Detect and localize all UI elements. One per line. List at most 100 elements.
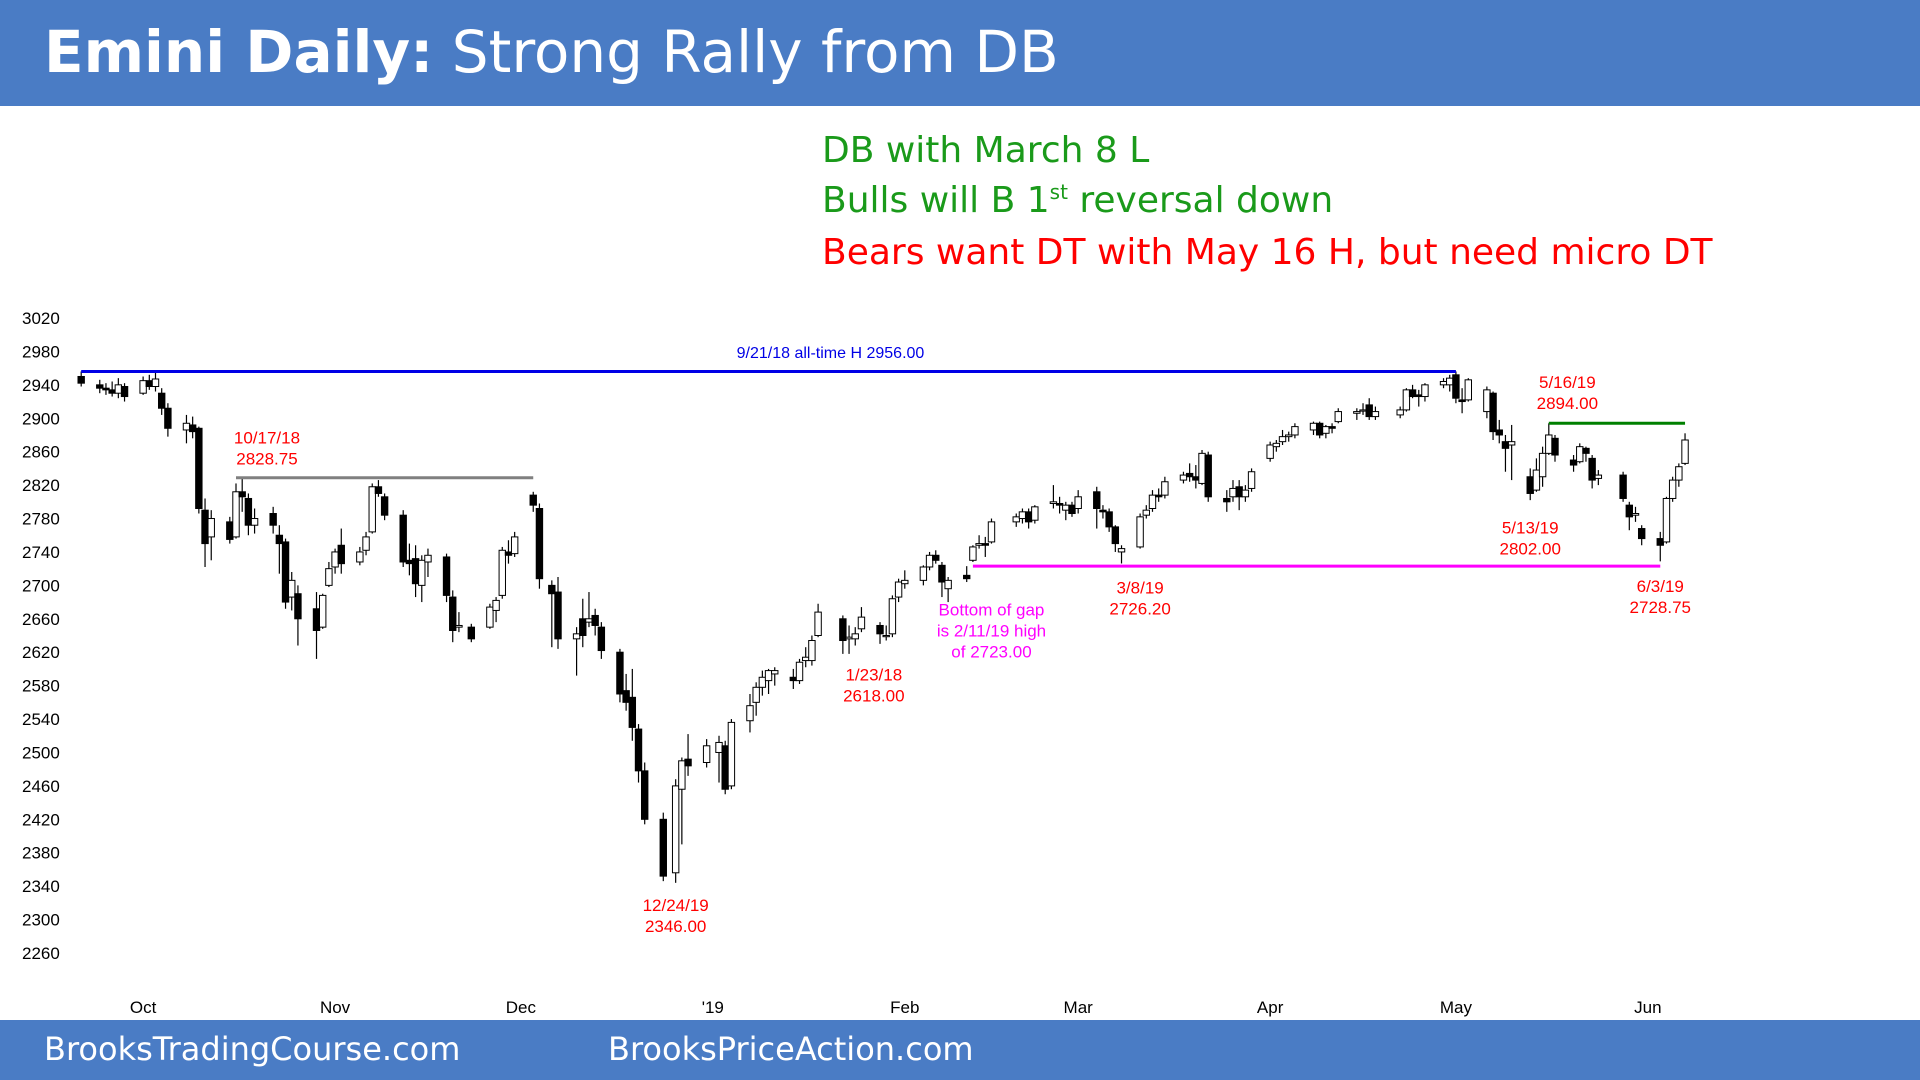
candle-body-bear bbox=[1582, 447, 1590, 454]
candle-body-bear bbox=[1501, 441, 1510, 449]
annotation-label: 5/16/19 bbox=[1539, 373, 1596, 392]
candle-body-bear bbox=[597, 626, 606, 652]
x-tick-label: Apr bbox=[1257, 998, 1284, 1017]
candle-body-bull bbox=[894, 581, 903, 598]
candle-body-bull bbox=[888, 598, 897, 635]
candle-body-bear bbox=[244, 497, 253, 526]
candle bbox=[987, 518, 996, 544]
annotation-label: 10/17/18 bbox=[234, 428, 300, 447]
candle-body-bull bbox=[356, 551, 364, 563]
candle-body-bear bbox=[96, 384, 104, 389]
candle bbox=[925, 551, 934, 571]
candle bbox=[727, 719, 736, 790]
candle bbox=[1446, 374, 1454, 392]
candle-body-bull bbox=[1272, 442, 1281, 448]
candle-body-bear bbox=[548, 584, 556, 595]
candle-body-bear bbox=[312, 608, 321, 631]
candle-body-bear bbox=[238, 491, 246, 498]
candle bbox=[795, 658, 804, 684]
annotation-label: 2728.75 bbox=[1630, 598, 1691, 617]
candle bbox=[1439, 378, 1448, 389]
candle-body-bull bbox=[1668, 479, 1677, 499]
candle-body-bear bbox=[195, 427, 203, 509]
candle-body-bear bbox=[591, 614, 599, 626]
footer-left-site: BrooksTradingCourse.com bbox=[44, 1030, 461, 1068]
candle-body-bear bbox=[1204, 454, 1212, 498]
candle bbox=[405, 543, 414, 576]
candle bbox=[1272, 439, 1281, 452]
candle bbox=[616, 648, 624, 703]
candle bbox=[1012, 513, 1020, 527]
candle-body-bear bbox=[579, 618, 587, 636]
candle-body-bull bbox=[1266, 444, 1274, 459]
candle-body-bear bbox=[275, 534, 284, 545]
title-bold: Emini Daily: bbox=[44, 18, 434, 86]
y-tick-label: 2660 bbox=[22, 610, 60, 629]
y-tick-label: 2860 bbox=[22, 443, 60, 462]
candle bbox=[1309, 421, 1318, 435]
candle-body-bull bbox=[368, 486, 376, 533]
candle bbox=[944, 577, 952, 603]
candle-body-bull bbox=[1074, 496, 1082, 509]
candle bbox=[1408, 384, 1417, 399]
candle-body-bear bbox=[269, 513, 277, 526]
candle bbox=[1328, 423, 1336, 434]
candle bbox=[851, 627, 859, 646]
candle-body-bear bbox=[641, 770, 649, 820]
candle bbox=[746, 693, 754, 733]
y-tick-label: 2380 bbox=[22, 844, 60, 863]
y-tick-label: 2820 bbox=[22, 476, 60, 495]
candle-body-bull bbox=[331, 551, 339, 568]
candle-body-bear bbox=[1619, 474, 1627, 499]
annotation-label: 2802.00 bbox=[1499, 540, 1560, 559]
candle-body-bull bbox=[882, 635, 890, 638]
candle-body-bear bbox=[938, 564, 946, 583]
y-tick-label: 2700 bbox=[22, 576, 60, 595]
candle bbox=[678, 757, 686, 845]
candle bbox=[238, 477, 246, 512]
candle bbox=[1062, 501, 1070, 521]
candle-body-bear bbox=[1551, 437, 1559, 456]
candle bbox=[424, 548, 432, 578]
candle bbox=[702, 739, 711, 768]
candle-body-bull bbox=[1675, 466, 1683, 481]
candle-body-bull bbox=[1285, 434, 1293, 438]
x-tick-label: Oct bbox=[130, 998, 157, 1017]
candle-body-bear bbox=[281, 541, 290, 603]
candle bbox=[1266, 441, 1274, 462]
candle-body-bull bbox=[1464, 379, 1473, 401]
candle-body-bull bbox=[1594, 474, 1603, 479]
x-tick-label: Nov bbox=[320, 998, 351, 1017]
candle bbox=[758, 670, 767, 696]
candle-body-bear bbox=[1452, 374, 1460, 399]
candle bbox=[814, 603, 822, 638]
candle bbox=[1223, 490, 1231, 512]
candle-body-bear bbox=[684, 758, 692, 767]
candle-body-bear bbox=[1235, 486, 1243, 498]
candle bbox=[888, 595, 897, 638]
candle bbox=[894, 578, 903, 603]
candle bbox=[808, 635, 816, 666]
candle bbox=[1185, 463, 1194, 482]
candle-body-bear bbox=[789, 676, 798, 682]
candle bbox=[380, 493, 389, 521]
candle-body-bear bbox=[1093, 491, 1101, 509]
candle-body-bull bbox=[139, 380, 147, 394]
annotation-label: 2618.00 bbox=[843, 687, 904, 706]
candle bbox=[529, 491, 537, 512]
candle-body-bull bbox=[746, 705, 754, 722]
candle-body-bull bbox=[1483, 389, 1491, 413]
candle bbox=[1582, 446, 1590, 462]
page-title: Emini Daily: Strong Rally from DB bbox=[44, 18, 1059, 86]
candle bbox=[337, 528, 345, 574]
candle-body-bull bbox=[486, 606, 494, 628]
candle bbox=[1136, 513, 1144, 549]
candle-body-bull bbox=[182, 422, 191, 431]
candle bbox=[659, 812, 667, 882]
candle-body-bull bbox=[1142, 509, 1150, 516]
candle bbox=[1018, 508, 1027, 524]
candle bbox=[294, 585, 302, 646]
candle bbox=[1483, 386, 1491, 419]
candle-body-bear bbox=[145, 380, 154, 388]
candle bbox=[1204, 451, 1212, 502]
